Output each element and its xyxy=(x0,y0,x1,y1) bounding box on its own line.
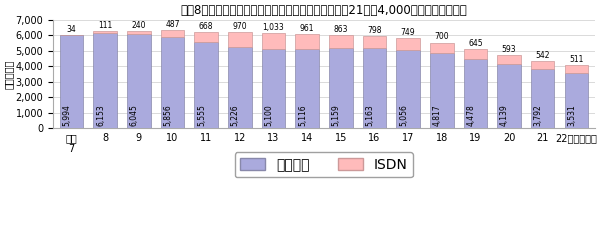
Text: 961: 961 xyxy=(300,24,314,33)
Text: 749: 749 xyxy=(401,28,416,37)
Text: 5,056: 5,056 xyxy=(399,104,408,126)
Text: 34: 34 xyxy=(66,25,77,33)
Bar xyxy=(228,32,252,47)
Text: 240: 240 xyxy=(132,20,146,30)
Text: 863: 863 xyxy=(333,25,348,33)
Bar xyxy=(396,50,420,128)
Bar xyxy=(531,69,554,128)
Text: 970: 970 xyxy=(233,22,247,31)
Bar xyxy=(565,66,588,73)
Text: 5,856: 5,856 xyxy=(164,104,172,126)
Bar xyxy=(430,54,454,128)
Bar xyxy=(329,35,353,48)
Text: 645: 645 xyxy=(468,39,483,47)
Bar xyxy=(464,49,487,59)
Bar xyxy=(362,36,386,48)
Bar xyxy=(161,37,184,128)
Bar xyxy=(497,55,521,64)
Bar xyxy=(295,49,319,128)
Text: 1,033: 1,033 xyxy=(263,23,284,32)
Text: 4,139: 4,139 xyxy=(500,104,509,126)
Text: 542: 542 xyxy=(536,51,550,60)
Text: 593: 593 xyxy=(502,45,516,54)
Bar xyxy=(94,31,117,33)
Bar xyxy=(565,73,588,128)
Text: 511: 511 xyxy=(569,55,583,64)
Text: 5,226: 5,226 xyxy=(231,104,240,126)
Text: 6,153: 6,153 xyxy=(96,104,105,126)
Bar xyxy=(127,31,150,34)
Bar xyxy=(161,30,184,37)
Bar xyxy=(94,33,117,128)
Bar xyxy=(430,43,454,54)
Text: 5,555: 5,555 xyxy=(197,104,206,126)
Bar xyxy=(194,42,218,128)
Text: 4,478: 4,478 xyxy=(466,104,475,126)
Bar xyxy=(531,61,554,69)
Bar xyxy=(127,34,150,128)
Bar xyxy=(60,35,83,128)
Bar xyxy=(228,47,252,128)
Text: 700: 700 xyxy=(434,33,449,41)
Bar xyxy=(362,48,386,128)
Text: 668: 668 xyxy=(199,21,213,31)
Bar xyxy=(262,49,285,128)
Text: 111: 111 xyxy=(98,21,112,30)
Bar xyxy=(262,33,285,49)
Text: 5,994: 5,994 xyxy=(62,104,71,126)
Text: 5,116: 5,116 xyxy=(298,104,307,126)
Bar xyxy=(295,34,319,49)
Bar xyxy=(464,59,487,128)
Text: 3,792: 3,792 xyxy=(533,104,542,126)
Legend: 加入電話, ISDN: 加入電話, ISDN xyxy=(235,152,413,177)
Bar xyxy=(194,32,218,42)
Text: 798: 798 xyxy=(367,26,382,34)
Text: 3,531: 3,531 xyxy=(567,104,576,126)
Bar xyxy=(396,38,420,50)
Text: 6,045: 6,045 xyxy=(130,104,139,126)
Bar xyxy=(329,48,353,128)
Text: 5,100: 5,100 xyxy=(265,104,274,126)
Text: 5,159: 5,159 xyxy=(332,104,341,126)
Text: 4,817: 4,817 xyxy=(432,104,442,126)
Bar xyxy=(497,64,521,128)
Text: 5,163: 5,163 xyxy=(365,104,374,126)
Title: 平成8年をピークに固定電話は減少傾向になり、平成21年に4,000万契約を下回った: 平成8年をピークに固定電話は減少傾向になり、平成21年に4,000万契約を下回っ… xyxy=(181,4,467,17)
Text: 487: 487 xyxy=(165,20,180,29)
Y-axis label: （万加入）: （万加入） xyxy=(4,59,14,88)
